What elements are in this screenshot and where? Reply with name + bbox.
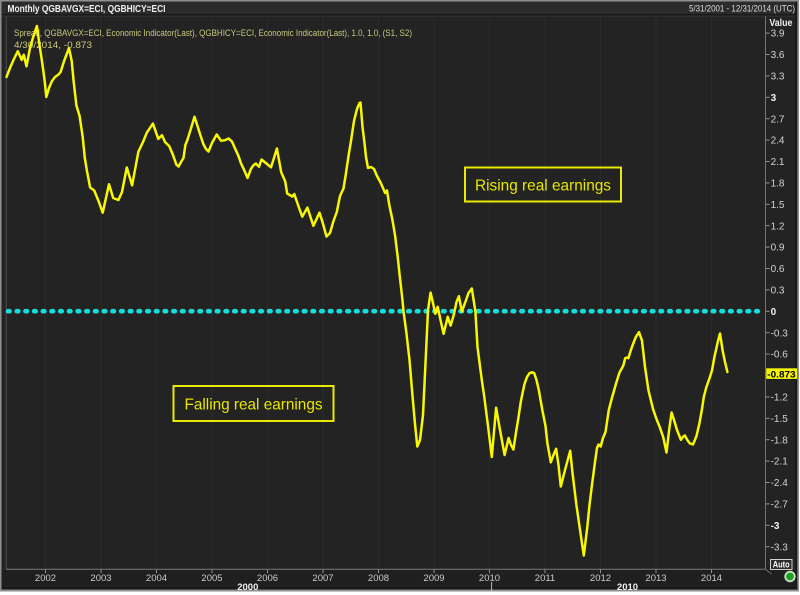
svg-text:3.9: 3.9 [771, 29, 785, 40]
svg-text:3.3: 3.3 [771, 72, 785, 83]
svg-text:-0.6: -0.6 [771, 350, 789, 361]
svg-text:2014: 2014 [701, 573, 722, 584]
svg-text:2.1: 2.1 [771, 157, 785, 168]
svg-text:0: 0 [771, 307, 777, 318]
svg-text:Spread, QGBAVGX=ECI, Economic: Spread, QGBAVGX=ECI, Economic Indicator(… [14, 28, 412, 38]
svg-text:2009: 2009 [423, 573, 444, 584]
svg-text:0.6: 0.6 [771, 264, 785, 275]
svg-text:-1.2: -1.2 [771, 393, 789, 404]
svg-text:2002: 2002 [35, 573, 56, 584]
svg-text:2012: 2012 [590, 573, 611, 584]
svg-text:2011: 2011 [535, 573, 555, 584]
svg-text:-1.8: -1.8 [771, 435, 789, 446]
svg-text:0.9: 0.9 [771, 243, 785, 254]
svg-text:1.2: 1.2 [771, 221, 785, 232]
svg-text:Value: Value [769, 17, 792, 29]
svg-text:5/31/2001 - 12/31/2014 (UTC): 5/31/2001 - 12/31/2014 (UTC) [689, 4, 795, 14]
svg-text:2006: 2006 [257, 573, 278, 584]
svg-text:4/30/2014, -0.873: 4/30/2014, -0.873 [14, 40, 92, 50]
svg-text:-2.1: -2.1 [771, 457, 789, 468]
svg-text:2.4: 2.4 [771, 136, 785, 147]
svg-text:2003: 2003 [90, 573, 111, 584]
svg-text:2010: 2010 [479, 573, 500, 584]
svg-text:-3.3: -3.3 [771, 542, 789, 553]
svg-text:2000: 2000 [237, 582, 258, 593]
svg-text:-0.3: -0.3 [771, 328, 789, 339]
svg-text:-1.5: -1.5 [771, 414, 789, 425]
svg-text:-0.873: -0.873 [767, 369, 795, 379]
svg-text:Auto: Auto [773, 560, 790, 570]
svg-text:1.5: 1.5 [771, 200, 785, 211]
svg-text:2010: 2010 [617, 582, 638, 593]
svg-text:Monthly QGBAVGX=ECI, QGBHICY=E: Monthly QGBAVGX=ECI, QGBHICY=ECI [8, 3, 166, 15]
svg-text:2008: 2008 [368, 573, 389, 584]
svg-text:-2.4: -2.4 [771, 478, 789, 489]
svg-text:3: 3 [771, 93, 777, 104]
svg-text:-3: -3 [771, 521, 780, 532]
svg-text:2007: 2007 [312, 573, 333, 584]
svg-text:1.8: 1.8 [771, 179, 785, 190]
svg-text:-2.7: -2.7 [771, 500, 789, 511]
svg-text:2.7: 2.7 [771, 114, 785, 125]
svg-text:Rising real earnings: Rising real earnings [475, 178, 611, 195]
svg-text:2013: 2013 [645, 573, 666, 584]
svg-text:Falling real earnings: Falling real earnings [185, 397, 323, 414]
svg-text:2004: 2004 [146, 573, 167, 584]
svg-text:0.3: 0.3 [771, 286, 785, 297]
svg-text:2005: 2005 [201, 573, 222, 584]
svg-text:3.6: 3.6 [771, 50, 785, 61]
